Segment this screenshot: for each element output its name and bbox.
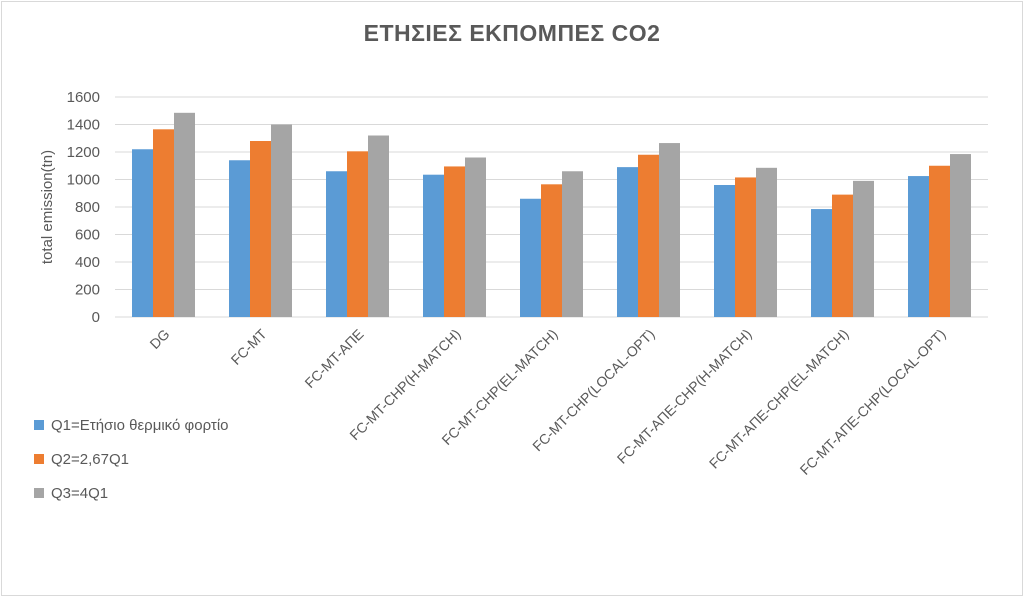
bar [326, 171, 347, 317]
y-tick-label: 1200 [67, 144, 100, 161]
legend-label: Q2=2,67Q1 [51, 450, 129, 468]
legend-item: Q1=Ετήσιο θερμικό φορτίο [34, 408, 229, 442]
legend-item: Q2=2,67Q1 [34, 442, 229, 476]
bar [250, 141, 271, 317]
bar [368, 135, 389, 317]
legend-swatch [34, 488, 44, 498]
y-tick-label: 400 [75, 254, 100, 271]
chart-title: ΕΤΗΣΙΕΣ ΕΚΠΟΜΠΕΣ CO2 [363, 20, 661, 46]
bar [423, 174, 444, 317]
y-tick-label: 1600 [67, 89, 100, 106]
y-axis-ticks: 0 200 400 600 800 1000 1200 1400 1600 [67, 89, 100, 326]
bar [132, 149, 153, 317]
bar [756, 167, 777, 317]
bar [562, 171, 583, 317]
bar [735, 177, 756, 317]
x-category-label: DG [146, 326, 172, 352]
bar [638, 154, 659, 317]
bar [950, 154, 971, 317]
x-category-label: FC-MT-ΑΠΕ [301, 326, 366, 391]
y-axis-label: total emission(tn) [39, 150, 56, 264]
bar [347, 151, 368, 317]
y-tick-label: 800 [75, 199, 100, 216]
bar [853, 180, 874, 317]
legend-item: Q3=4Q1 [34, 476, 229, 510]
x-axis-labels: DG FC-MT FC-MT-ΑΠΕFC-MT-CHP(H-MATCH)FC-MT-… [146, 325, 948, 477]
bar [811, 209, 832, 317]
x-category-label: FC-MT-CHP(H-MATCH) [346, 326, 463, 443]
bar [908, 176, 929, 317]
bar [271, 124, 292, 317]
y-tick-label: 600 [75, 227, 100, 244]
bars [132, 112, 971, 317]
bar [832, 194, 853, 317]
legend-swatch [34, 454, 44, 464]
bar [520, 198, 541, 317]
y-tick-label: 0 [92, 309, 100, 326]
x-category-label: FC-MT [228, 325, 270, 367]
y-tick-label: 1400 [67, 117, 100, 134]
bar [617, 167, 638, 317]
bar [174, 112, 195, 317]
bar [444, 166, 465, 317]
y-tick-label: 200 [75, 282, 100, 299]
legend-swatch [34, 420, 44, 430]
bar [465, 157, 486, 317]
bar [659, 143, 680, 317]
y-tick-label: 1000 [67, 172, 100, 189]
legend: Q1=Ετήσιο θερμικό φορτίο Q2=2,67Q1 Q3=4Q1 [34, 408, 229, 510]
bar [229, 160, 250, 317]
bar [929, 165, 950, 317]
bar [714, 185, 735, 317]
legend-label: Q3=4Q1 [51, 484, 109, 502]
bar [153, 129, 174, 317]
bar [541, 184, 562, 317]
legend-label: Q1=Ετήσιο θερμικό φορτίο [51, 416, 229, 434]
